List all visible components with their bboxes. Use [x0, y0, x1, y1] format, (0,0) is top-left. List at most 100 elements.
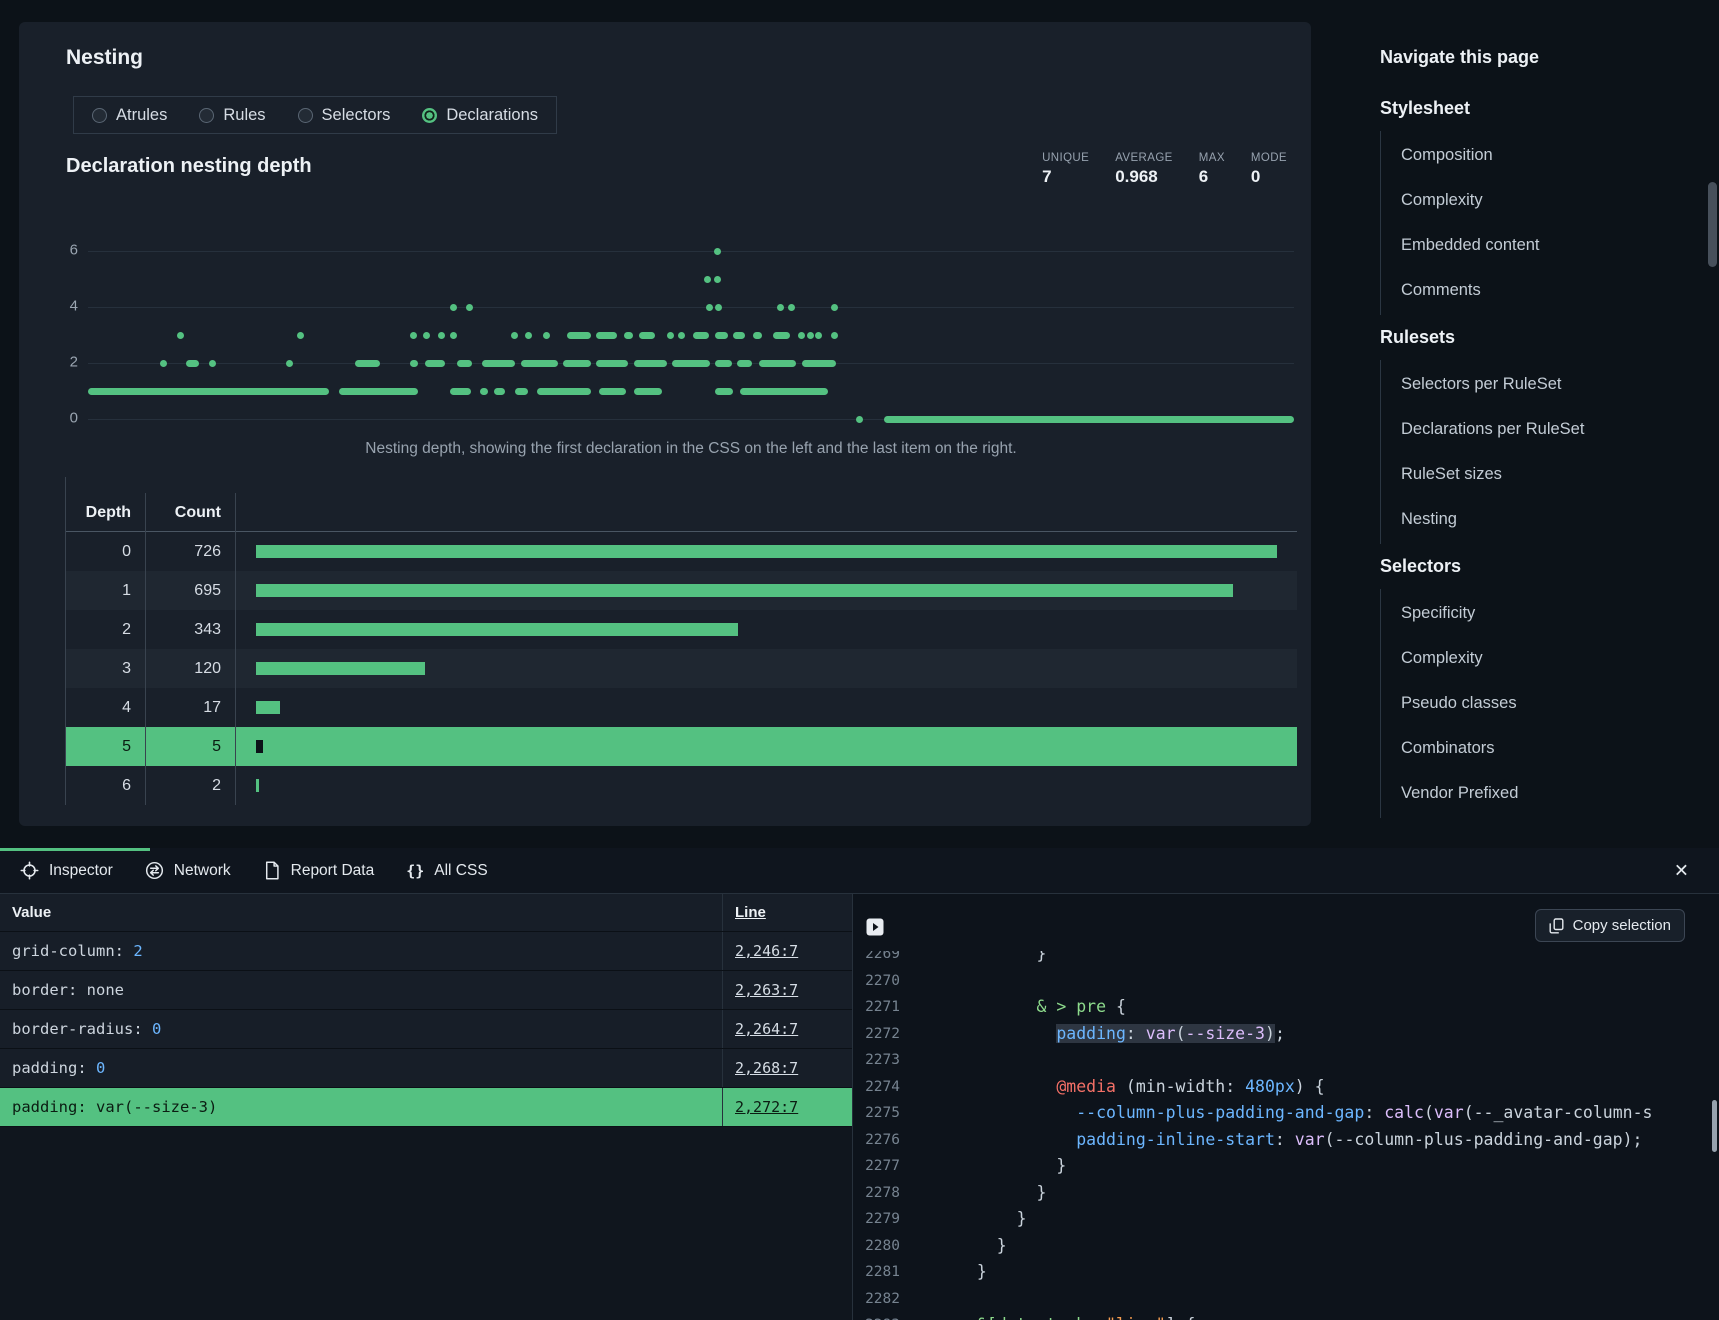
- radio-label: Atrules: [116, 106, 167, 125]
- y-tick-label: 0: [58, 410, 78, 427]
- stat-label: UNIQUE: [1042, 152, 1089, 164]
- scatter-run: [563, 360, 591, 367]
- close-devtools-button[interactable]: ✕: [1668, 858, 1695, 883]
- css-value: 0: [96, 1059, 105, 1077]
- radio-option-selectors[interactable]: Selectors: [298, 106, 391, 125]
- scatter-run: [737, 360, 753, 367]
- declaration-row[interactable]: grid-column: 22,246:7: [0, 932, 852, 971]
- tab-all-css[interactable]: {}All CSS: [390, 848, 503, 893]
- stat-max: MAX6: [1199, 152, 1225, 187]
- radio-option-declarations[interactable]: Declarations: [422, 106, 538, 125]
- scatter-run: [715, 332, 728, 339]
- active-tab-indicator: [0, 848, 150, 851]
- table-row-depth-1[interactable]: 1695: [66, 571, 1297, 610]
- tab-network[interactable]: Network: [129, 848, 247, 893]
- table-row-depth-5[interactable]: 55: [66, 727, 1297, 766]
- line-link[interactable]: 2,272:7: [735, 1098, 798, 1116]
- scatter-run: [177, 332, 184, 339]
- page-scrollbar-thumb[interactable]: [1708, 182, 1717, 267]
- css-property: padding: [12, 1059, 77, 1077]
- scatter-run: [856, 416, 863, 423]
- sidebar-item-selectors-per-ruleset[interactable]: Selectors per RuleSet: [1401, 362, 1710, 407]
- declaration-value: border: none: [0, 981, 722, 999]
- radio-circle[interactable]: [199, 108, 214, 123]
- tab-inspector[interactable]: Inspector: [0, 848, 129, 893]
- radio-circle[interactable]: [92, 108, 107, 123]
- code-line: 2280 }: [853, 1233, 1652, 1260]
- y-tick-label: 6: [58, 242, 78, 259]
- sidebar-item-embedded-content[interactable]: Embedded content: [1401, 223, 1710, 268]
- table-row-depth-2[interactable]: 2343: [66, 610, 1297, 649]
- code-line: 2283 &[data-turbo="live"] {: [853, 1312, 1652, 1320]
- sidebar-item-complexity[interactable]: Complexity: [1401, 636, 1710, 681]
- line-link[interactable]: 2,264:7: [735, 1020, 798, 1038]
- tab-report-data[interactable]: Report Data: [247, 848, 391, 893]
- sidebar-item-declarations-per-ruleset[interactable]: Declarations per RuleSet: [1401, 407, 1710, 452]
- tab-label: Inspector: [49, 862, 113, 880]
- line-link[interactable]: 2,268:7: [735, 1059, 798, 1077]
- scatter-run: [450, 332, 457, 339]
- scatter-run: [634, 388, 662, 395]
- scatter-run: [537, 388, 591, 395]
- devtools-tab-bar: Inspector NetworkReport Data{}All CSS ✕: [0, 848, 1719, 894]
- count-bar: [256, 740, 263, 753]
- radio-circle[interactable]: [298, 108, 313, 123]
- stat-label: AVERAGE: [1115, 152, 1173, 164]
- table-row-depth-0[interactable]: 0726: [66, 532, 1297, 571]
- value-column-header: Value: [0, 904, 722, 921]
- scatter-run: [599, 388, 626, 395]
- scatter-run: [438, 332, 445, 339]
- sidebar-section-selectors: Selectors: [1380, 556, 1710, 577]
- stat-value: 0.968: [1115, 167, 1173, 187]
- scatter-run: [525, 332, 532, 339]
- count-bar: [256, 545, 1277, 558]
- scatter-run: [678, 332, 685, 339]
- table-row-depth-4[interactable]: 417: [66, 688, 1297, 727]
- sidebar-item-vendor-prefixed[interactable]: Vendor Prefixed: [1401, 771, 1710, 816]
- sidebar-item-ruleset-sizes[interactable]: RuleSet sizes: [1401, 452, 1710, 497]
- sidebar-item-nesting[interactable]: Nesting: [1401, 497, 1710, 542]
- declaration-row[interactable]: border-radius: 02,264:7: [0, 1010, 852, 1049]
- y-tick-label: 2: [58, 354, 78, 371]
- scatter-run: [160, 360, 167, 367]
- scatter-run: [667, 332, 674, 339]
- table-row-depth-6[interactable]: 62: [66, 766, 1297, 805]
- line-link[interactable]: 2,263:7: [735, 981, 798, 999]
- scatter-run: [740, 388, 828, 395]
- declaration-row[interactable]: padding: 02,268:7: [0, 1049, 852, 1088]
- sidebar-item-composition[interactable]: Composition: [1401, 133, 1710, 178]
- css-property: padding: [12, 1098, 77, 1116]
- code-scrollbar-thumb[interactable]: [1712, 1100, 1717, 1152]
- sidebar-item-specificity[interactable]: Specificity: [1401, 591, 1710, 636]
- count-bar: [256, 779, 259, 792]
- line-link[interactable]: 2,246:7: [735, 942, 798, 960]
- line-number: 2278: [853, 1180, 900, 1207]
- scatter-run: [521, 360, 558, 367]
- scatter-run: [423, 332, 430, 339]
- stat-label: MODE: [1251, 152, 1287, 164]
- sidebar-section-stylesheet: Stylesheet: [1380, 98, 1710, 119]
- scatter-run: [715, 304, 722, 311]
- code-line: 2274 @media (min-width: 480px) {: [853, 1074, 1652, 1101]
- sidebar-item-pseudo-classes[interactable]: Pseudo classes: [1401, 681, 1710, 726]
- line-number: 2276: [853, 1127, 900, 1154]
- target-icon: [20, 861, 39, 880]
- radio-option-rules[interactable]: Rules: [199, 106, 265, 125]
- scatter-run: [634, 360, 667, 367]
- declaration-row[interactable]: padding: var(--size-3)2,272:7: [0, 1088, 852, 1127]
- sidebar-item-comments[interactable]: Comments: [1401, 268, 1710, 313]
- copy-selection-button[interactable]: Copy selection: [1535, 909, 1685, 942]
- table-row-depth-3[interactable]: 3120: [66, 649, 1297, 688]
- scatter-run: [494, 388, 505, 395]
- radio-circle[interactable]: [422, 108, 437, 123]
- sidebar-item-complexity[interactable]: Complexity: [1401, 178, 1710, 223]
- scatter-run: [450, 304, 457, 311]
- line-column-header[interactable]: Line: [722, 894, 852, 931]
- declaration-row[interactable]: border: none 2,263:7: [0, 971, 852, 1010]
- radio-option-atrules[interactable]: Atrules: [92, 106, 167, 125]
- line-number: 2274: [853, 1074, 900, 1101]
- sidebar-item-combinators[interactable]: Combinators: [1401, 726, 1710, 771]
- count-cell: 343: [146, 610, 236, 649]
- inspector-pane: Value Line grid-column: 22,246:7border: …: [0, 894, 852, 1320]
- panel-toggle-icon[interactable]: [866, 918, 884, 936]
